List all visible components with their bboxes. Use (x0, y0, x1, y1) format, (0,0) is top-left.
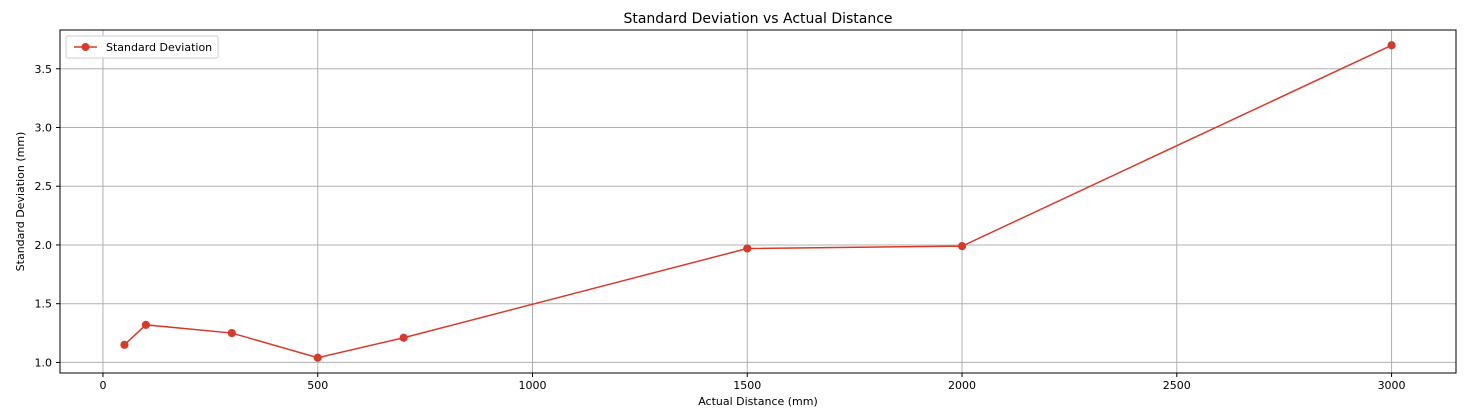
y-tick-label: 1.0 (35, 356, 53, 369)
legend: Standard Deviation (65, 35, 219, 59)
data-point-marker (141, 320, 151, 329)
data-point-marker (399, 333, 408, 342)
y-tick-label: 1.5 (35, 298, 53, 311)
y-tick-label: 3.5 (35, 63, 53, 76)
x-tick-label: 3000 (1378, 379, 1406, 392)
data-point-marker (957, 242, 967, 251)
legend-label: Standard Deviation (106, 41, 212, 54)
x-tick-label: 0 (99, 379, 106, 392)
x-tick-label: 1500 (733, 379, 761, 392)
y-axis-ticks: 1.0 1.5 2.0 2.5 3.0 3.5 (35, 63, 60, 369)
series-line (123, 44, 1392, 359)
x-axis-ticks: 0 500 1000 1500 2000 2500 3000 (99, 373, 1406, 392)
y-grid-lines (60, 68, 1456, 363)
x-tick-label: 2500 (1163, 379, 1191, 392)
x-axis-label: Actual Distance (mm) (698, 395, 818, 408)
data-point-marker (1387, 41, 1396, 50)
legend-box (65, 35, 219, 59)
y-axis-label: Standard Deviation (mm) (14, 132, 27, 272)
data-point-marker (120, 340, 129, 349)
data-point-marker (743, 244, 752, 253)
data-point-marker (227, 328, 236, 338)
x-tick-label: 500 (307, 379, 328, 392)
x-tick-label: 1000 (518, 379, 546, 392)
legend-marker-icon (81, 43, 90, 51)
plot-area-frame (59, 29, 1457, 374)
y-tick-label: 3.0 (35, 121, 53, 134)
x-tick-label: 2000 (948, 379, 976, 392)
series-layer (120, 41, 1396, 362)
data-point-marker (313, 353, 322, 362)
y-tick-label: 2.0 (35, 239, 53, 252)
x-grid-lines (102, 30, 1393, 373)
y-tick-label: 2.5 (35, 180, 53, 193)
chart-title: Standard Deviation vs Actual Distance (623, 11, 892, 27)
